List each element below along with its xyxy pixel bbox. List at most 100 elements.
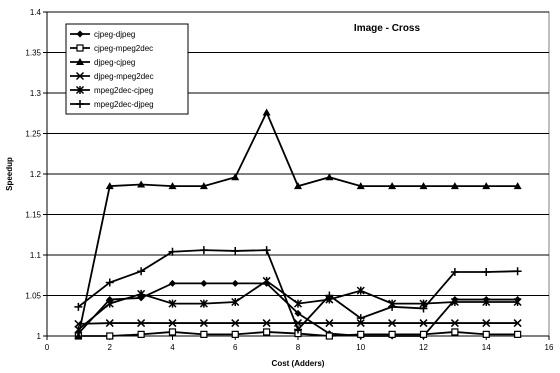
legend-item: djpeg-cjpeg (70, 58, 135, 67)
x-tick-label: 12 (419, 343, 428, 352)
triangle-marker (388, 182, 397, 190)
x-tick-label: 10 (356, 343, 365, 352)
x-marker (137, 319, 146, 328)
star-marker (168, 299, 177, 308)
plus-marker (199, 246, 208, 255)
plus-marker (231, 246, 240, 255)
x-tick-label: 6 (233, 343, 238, 352)
square-marker (231, 330, 239, 338)
star-marker (231, 297, 240, 307)
x-marker (325, 319, 334, 328)
star-marker (262, 276, 271, 285)
triangle-marker (105, 182, 114, 190)
plus-marker (168, 247, 177, 256)
triangle-marker (168, 182, 177, 190)
star-marker (137, 289, 146, 298)
x-marker (231, 319, 240, 328)
diamond-marker (231, 279, 239, 287)
star-marker (105, 299, 114, 308)
plus-marker (388, 302, 397, 311)
square-marker (388, 330, 396, 338)
x-marker (482, 319, 491, 328)
star-marker (356, 286, 365, 295)
x-tick-label: 8 (296, 343, 301, 352)
x-tick-label: 4 (170, 343, 175, 352)
legend-label: mpeg2dec-djpeg (94, 100, 154, 109)
star-marker (482, 297, 491, 307)
y-tick-label: 1.2 (30, 170, 42, 179)
star-marker (450, 297, 459, 307)
y-tick-label: 1.4 (30, 8, 42, 17)
series-layer (74, 108, 522, 340)
legend-label: cjpeg-mpeg2dec (94, 44, 153, 53)
triangle-marker (294, 182, 302, 190)
star-marker (75, 85, 85, 95)
y-axis-label: Speedup (5, 157, 14, 191)
x-tick-label: 0 (45, 343, 50, 352)
square-marker (137, 330, 145, 338)
series-cjpeg-mpeg2dec (74, 328, 522, 340)
series-djpeg-cjpeg (74, 108, 522, 339)
square-marker (325, 332, 333, 340)
x-marker (262, 319, 271, 328)
square-marker (419, 330, 428, 338)
y-tick-label: 1.15 (25, 211, 41, 220)
y-tick-label: 1.3 (30, 89, 42, 98)
plus-marker (482, 268, 491, 277)
plus-marker (76, 100, 84, 108)
y-tick-label: 1.1 (30, 251, 42, 260)
plus-marker (325, 291, 334, 300)
legend-label: mpeg2dec-cjpeg (94, 86, 153, 95)
plus-marker (294, 325, 302, 334)
plus-marker (450, 268, 459, 277)
legend-label: djpeg-mpeg2dec (94, 72, 154, 81)
legend: cjpeg-djpeg cjpeg-mpeg2dec djpeg-cjpeg djpe… (65, 23, 189, 115)
square-marker (451, 328, 459, 336)
x-marker (356, 319, 365, 328)
x-axis-label: Cost (Adders) (272, 359, 325, 368)
star-marker (74, 325, 83, 334)
square-marker (76, 44, 84, 52)
triangle-marker (450, 182, 459, 190)
series-djpeg-mpeg2dec (74, 319, 522, 328)
x-tick-label: 16 (545, 343, 554, 352)
triangle-marker (231, 173, 240, 181)
square-marker (106, 332, 114, 340)
star-marker (199, 299, 208, 308)
x-marker (168, 319, 177, 328)
triangle-marker (262, 108, 271, 116)
square-marker (200, 330, 208, 338)
x-marker (450, 319, 459, 328)
plus-marker (262, 246, 271, 255)
triangle-marker (419, 182, 428, 190)
triangle-marker (325, 173, 334, 181)
y-tick-label: 1.25 (25, 130, 41, 139)
triangle-marker (356, 182, 365, 190)
x-tick-label: 2 (108, 343, 113, 352)
series-mpeg2dec-djpeg (74, 246, 522, 334)
square-marker (514, 330, 522, 338)
diamond-marker (200, 279, 208, 287)
plus-marker (356, 314, 365, 323)
diamond-marker (294, 309, 302, 317)
x-marker (513, 319, 522, 328)
legend-item: mpeg2dec-djpeg (70, 100, 154, 109)
star-marker (293, 299, 303, 308)
diamond-marker (76, 30, 84, 38)
legend-item: djpeg-mpeg2dec (70, 71, 154, 81)
plus-marker (419, 304, 428, 313)
x-marker (75, 71, 85, 81)
y-tick-label: 1.05 (25, 292, 41, 301)
triangle-marker (74, 332, 83, 339)
y-tick-label: 1.35 (25, 49, 41, 58)
square-marker (168, 328, 177, 336)
triangle-marker (137, 180, 146, 188)
series-mpeg2dec-cjpeg (74, 276, 522, 334)
x-tick-label: 14 (482, 343, 491, 352)
x-marker (105, 319, 114, 328)
triangle-marker (199, 182, 208, 190)
square-marker (357, 330, 365, 338)
plus-marker (513, 267, 522, 276)
